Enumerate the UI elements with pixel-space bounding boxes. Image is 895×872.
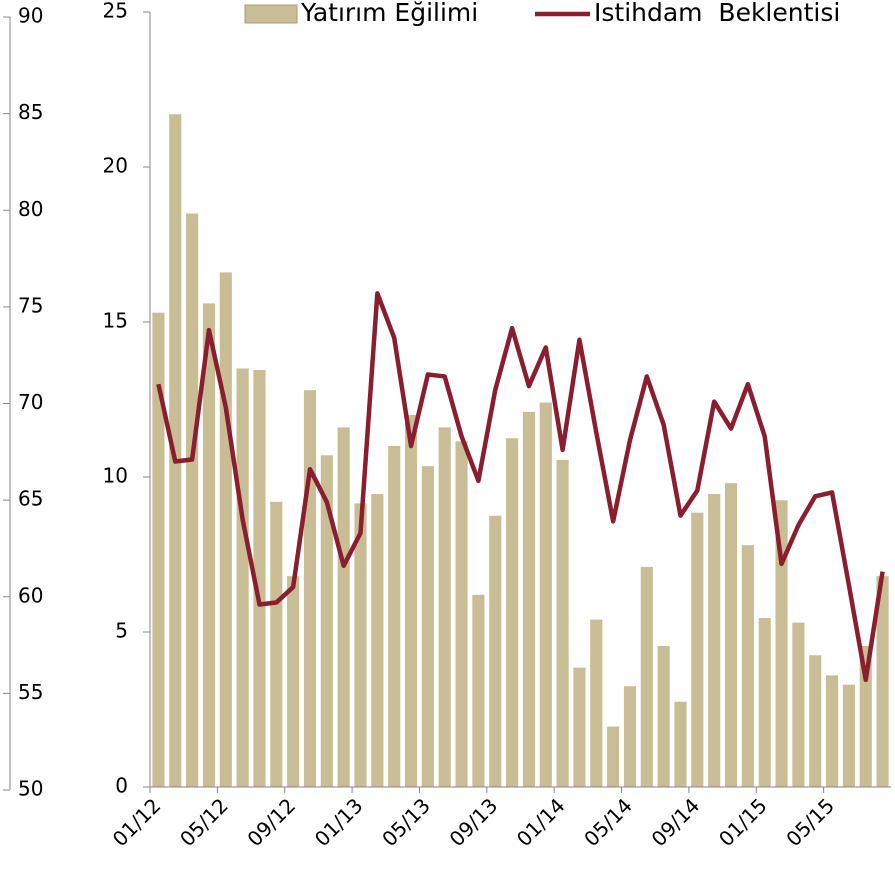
bar: [825, 675, 839, 787]
y-tick-label: 10: [103, 464, 128, 488]
y2-tick-label: 70: [18, 390, 43, 414]
bar: [354, 503, 367, 787]
x-tick-label: 05/15: [781, 793, 839, 851]
bar: [388, 446, 401, 787]
line: [156, 291, 885, 683]
bar: [506, 438, 519, 787]
x-tick-label: 01/12: [108, 793, 166, 851]
y2-tick-label: 55: [18, 680, 43, 704]
x-tick-label: 01/13: [310, 793, 368, 851]
x-tick-label: 05/13: [377, 793, 435, 851]
x-tick-label: 01/15: [714, 793, 772, 851]
bar: [371, 494, 384, 787]
bar: [674, 701, 687, 787]
bar: [607, 726, 620, 787]
y2-tick-label: 50: [18, 777, 43, 801]
y2-tick-label: 60: [18, 583, 43, 607]
bar: [404, 415, 418, 787]
bar: [741, 545, 754, 787]
bar: [152, 312, 165, 787]
x-tick-label: 09/14: [647, 793, 705, 851]
bar: [809, 655, 822, 787]
bar: [623, 686, 637, 787]
bar: [421, 466, 434, 787]
x-tick-label: 01/14: [512, 793, 570, 851]
x-tick-label: 05/12: [175, 793, 233, 851]
bar: [253, 370, 266, 787]
bar: [708, 494, 721, 787]
bar: [724, 483, 738, 787]
y2-tick-label: 90: [18, 4, 43, 28]
bar: [842, 684, 855, 787]
bar: [691, 512, 704, 787]
bar: [337, 427, 350, 787]
legend-label: Istihdam Beklentisi: [594, 0, 840, 27]
bar: [236, 368, 249, 787]
bar: [657, 645, 670, 787]
bar: [758, 618, 771, 787]
bar: [775, 500, 788, 787]
bar: [573, 667, 586, 787]
y-tick-label: 25: [103, 0, 128, 23]
bar: [186, 213, 199, 787]
y-tick-label: 20: [103, 154, 128, 178]
bar: [590, 619, 603, 787]
bar: [556, 459, 569, 787]
bar: [270, 501, 283, 787]
bar: [202, 303, 216, 787]
x-tick-label: 09/12: [242, 793, 300, 851]
x-tick-label: 09/13: [445, 793, 503, 851]
y2-tick-label: 85: [18, 100, 43, 124]
bar: [219, 272, 232, 787]
bar: [455, 441, 468, 787]
y2-tick-label: 80: [18, 197, 43, 221]
bar: [320, 455, 333, 787]
legend-swatch: [244, 4, 298, 24]
bar: [472, 594, 485, 787]
bar: [303, 390, 317, 787]
bar: [539, 402, 552, 787]
legend-label: Yatırım Eğilimi: [300, 0, 478, 27]
bar: [489, 515, 502, 787]
bar: [792, 622, 805, 787]
x-tick-label: 05/14: [579, 793, 637, 851]
bar: [859, 645, 872, 787]
bar: [876, 576, 889, 787]
y2-tick-label: 75: [18, 293, 43, 317]
y-tick-label: 15: [103, 309, 128, 333]
bar: [287, 576, 300, 787]
bar: [169, 114, 182, 788]
y2-tick-label: 65: [18, 487, 43, 511]
y-tick-label: 0: [115, 774, 128, 798]
bar: [640, 566, 653, 787]
y-tick-label: 5: [115, 619, 128, 643]
bar: [522, 411, 535, 787]
bar: [438, 427, 451, 787]
